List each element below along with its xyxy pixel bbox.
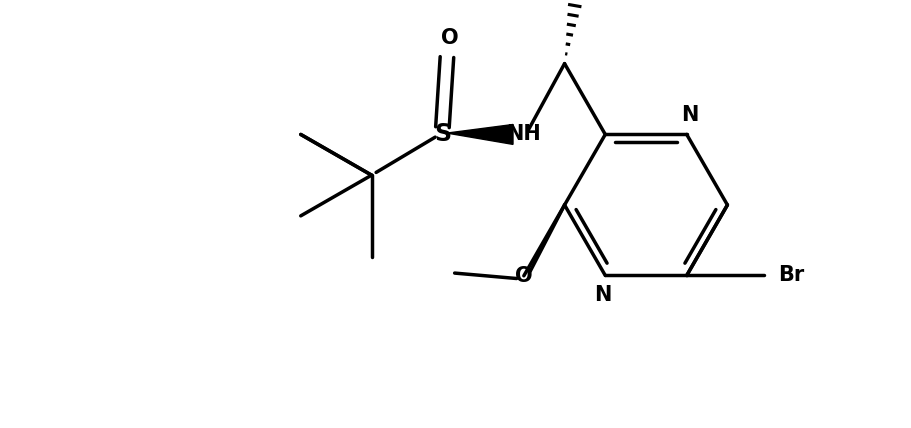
Text: NH: NH xyxy=(506,125,540,144)
Text: O: O xyxy=(515,266,532,286)
Text: S: S xyxy=(434,122,451,146)
Text: N: N xyxy=(680,105,697,125)
Text: N: N xyxy=(593,285,610,304)
Text: O: O xyxy=(440,28,458,48)
Text: Br: Br xyxy=(777,265,803,285)
Polygon shape xyxy=(446,125,512,144)
